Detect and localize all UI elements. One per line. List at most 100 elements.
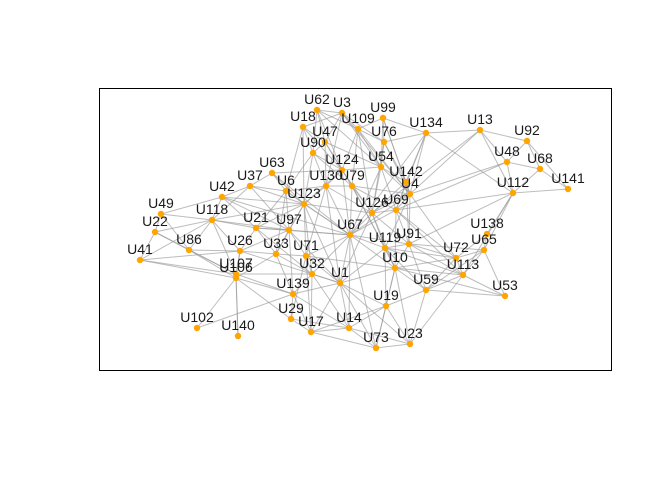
edge-U123-U21	[255, 203, 305, 229]
edge-U37-U118	[211, 185, 251, 221]
edge-U37-U97	[249, 185, 290, 231]
edge-U26-U33	[239, 250, 277, 255]
edge-U17-U73	[310, 331, 377, 349]
edge-U54-U69	[380, 166, 397, 211]
edge-U109-U124	[341, 128, 359, 171]
node-label-U1: U1	[331, 264, 349, 280]
edge-U54-U67	[349, 166, 382, 236]
edge-U139-U29	[290, 293, 294, 320]
node-U32	[308, 270, 316, 278]
edge-U19-U14	[348, 305, 387, 329]
edge-U4-U126	[371, 193, 411, 214]
node-label-U71: U71	[293, 237, 319, 253]
edge-U48-U4	[409, 161, 508, 195]
edge-U91-U72	[408, 243, 457, 259]
edge-U48-U69	[395, 161, 508, 211]
node-label-U109: U109	[341, 110, 375, 126]
edge-U63-U123	[271, 172, 305, 205]
edge-U42-U21	[221, 196, 257, 229]
edge-U1-U17	[310, 282, 341, 333]
edge-U141-U112	[512, 188, 569, 194]
edge-U126-U91	[371, 212, 410, 245]
node-U3	[338, 109, 346, 117]
node-label-U138: U138	[470, 215, 504, 231]
node-U23	[406, 340, 414, 348]
node-U134	[422, 129, 430, 137]
node-label-U54: U54	[368, 148, 394, 164]
edge-U119-U19	[384, 247, 387, 307]
node-label-U140: U140	[221, 317, 255, 333]
edge-U97-U1	[288, 229, 341, 284]
edge-U6-U97	[285, 190, 290, 231]
node-U67	[346, 231, 354, 239]
node-label-U13: U13	[467, 111, 493, 127]
node-U73	[372, 344, 380, 352]
edge-U41-U26	[139, 250, 241, 261]
node-label-U21: U21	[243, 209, 269, 225]
edge-U97-U33	[275, 229, 290, 255]
edge-U134-U67	[349, 132, 427, 236]
edge-U142-U91	[405, 181, 410, 245]
edge-U32-U139	[292, 273, 313, 295]
edge-U33-U139	[275, 253, 294, 295]
edge-U139-U17	[292, 293, 312, 333]
edge-U67-U73	[349, 234, 377, 349]
node-label-U26: U26	[227, 232, 253, 248]
edge-U3-U4	[341, 112, 411, 195]
node-U29	[287, 315, 295, 323]
node-label-U6: U6	[277, 172, 295, 188]
node-U42	[218, 193, 226, 201]
edge-U119-U59	[384, 247, 427, 291]
edge-U33-U32	[275, 253, 313, 275]
edge-U123-U32	[303, 203, 313, 275]
node-label-U123: U123	[287, 185, 321, 201]
node-U63	[268, 169, 276, 177]
node-U49	[157, 210, 165, 218]
edge-U123-U67	[303, 203, 351, 236]
node-U99	[379, 114, 387, 122]
node-U106	[232, 274, 240, 282]
node-U33	[272, 250, 280, 258]
node-U86	[185, 246, 193, 254]
edge-U41-U107	[139, 259, 237, 275]
edge-U3-U47	[324, 112, 343, 143]
edge-U18-U90	[302, 126, 314, 154]
node-U109	[354, 125, 362, 133]
node-label-U63: U63	[259, 154, 285, 170]
node-U142	[402, 178, 410, 186]
edge-U68-U112	[512, 168, 541, 194]
node-U124	[338, 166, 346, 174]
edge-U29-U17	[290, 318, 312, 333]
node-U22	[151, 228, 159, 236]
edge-U123-U1	[303, 203, 341, 284]
edge-U21-U26	[239, 227, 257, 252]
edge-U126-U69	[371, 209, 397, 214]
edge-U97-U26	[239, 229, 290, 252]
node-label-U49: U49	[148, 195, 174, 211]
node-label-U14: U14	[336, 309, 362, 325]
edge-U41-U106	[139, 259, 237, 279]
edge-U71-U10	[305, 255, 396, 269]
edge-U67-U10	[349, 234, 396, 269]
node-label-U90: U90	[300, 134, 326, 150]
node-label-U86: U86	[176, 231, 202, 247]
edge-U63-U67	[271, 172, 351, 236]
node-U130	[322, 182, 330, 190]
node-U1	[336, 279, 344, 287]
node-label-U119: U119	[369, 229, 402, 245]
edge-U97-U71	[288, 229, 307, 257]
edge-U119-U113	[384, 247, 464, 276]
node-label-U107: U107	[219, 255, 253, 271]
edge-U124-U54	[341, 166, 382, 171]
edge-U69-U91	[395, 209, 410, 245]
node-U71	[302, 252, 310, 260]
node-U91	[405, 240, 413, 248]
edge-U68-U141	[539, 168, 569, 190]
edge-U10-U23	[394, 267, 411, 345]
edge-U86-U26	[188, 249, 241, 252]
edge-U14-U23	[348, 327, 411, 345]
edge-U42-U97	[221, 196, 290, 231]
node-label-U18: U18	[290, 108, 316, 124]
